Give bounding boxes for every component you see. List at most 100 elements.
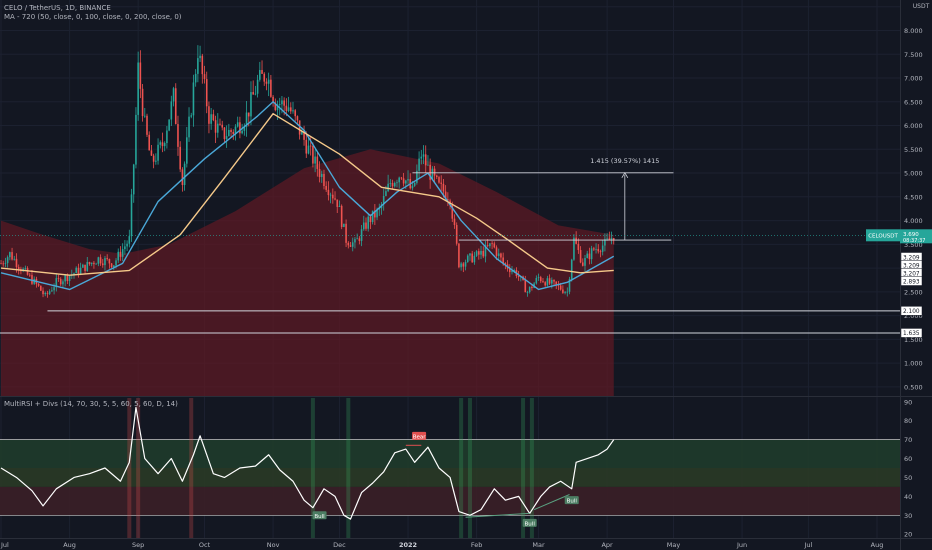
candle-body <box>398 177 400 183</box>
level-tag: 1.635 <box>903 331 920 337</box>
candle-body <box>28 274 31 276</box>
candle-body <box>148 134 151 151</box>
moving-average-lines <box>0 101 615 291</box>
candle-body <box>203 74 206 80</box>
price-axis-tick: 6.500 <box>904 98 923 106</box>
divergence-label-box <box>312 511 327 520</box>
candle-body <box>422 154 425 157</box>
candle-body <box>327 189 330 196</box>
level-tag-box <box>900 328 923 338</box>
ma-line: MA - 720 (50, close, 0, 100, close, 0, 2… <box>4 13 182 21</box>
candle-body <box>393 182 396 187</box>
candle-body <box>48 291 51 294</box>
candles[interactable] <box>0 45 615 298</box>
candle-body <box>382 195 385 205</box>
candle-body <box>356 238 358 240</box>
candle-body <box>247 112 250 117</box>
candle-body <box>24 268 27 269</box>
candle-body <box>130 194 133 237</box>
candle-body <box>139 62 142 89</box>
level-tag: 3.209 <box>903 255 920 261</box>
candle-body <box>537 277 540 279</box>
candle-body <box>40 285 42 291</box>
rsi-lower-band <box>0 486 900 516</box>
divergence-label: Bull <box>525 521 536 527</box>
candle-body <box>531 286 533 288</box>
symbol-legend[interactable]: CELO / TetherUS, 1D, BINANCE <box>4 4 113 12</box>
price-axis-tick: 2.000 <box>904 312 923 320</box>
candle-body <box>500 253 502 258</box>
candle-body <box>64 275 66 282</box>
candle-body <box>389 183 392 184</box>
ma-legend[interactable]: MA - 720 (50, close, 0, 100, close, 0, 2… <box>4 13 184 21</box>
candle-body <box>128 236 131 244</box>
candle-body <box>570 259 573 280</box>
candle-body <box>542 281 544 283</box>
rsi-legend[interactable]: MultiRSI + Divs (14, 70, 30, 5, 5, 60, 5… <box>4 400 180 408</box>
candle-body <box>197 58 199 74</box>
level-tag-box <box>900 276 923 286</box>
candle-body <box>174 88 177 125</box>
horizontal-levels[interactable] <box>0 310 900 334</box>
candle-body <box>367 216 370 229</box>
candle-body <box>376 209 378 218</box>
candle-body <box>568 279 571 292</box>
candle-body <box>387 183 389 192</box>
candle-body <box>214 120 217 133</box>
candle-body <box>309 145 312 147</box>
candle-body <box>263 73 266 82</box>
time-axis-tick: Jul <box>804 541 813 549</box>
candle-body <box>391 183 394 187</box>
measure-tool[interactable]: 1.415 (39.57%) 1415 <box>412 157 674 241</box>
candle-body <box>365 222 367 229</box>
divergence-label-box <box>564 496 579 505</box>
candle-body <box>135 114 137 165</box>
candle-body <box>396 182 398 184</box>
candle-body <box>236 122 239 127</box>
candle-body <box>475 251 478 256</box>
candle-body <box>4 263 7 264</box>
candle-body <box>115 260 117 266</box>
candle-body <box>66 275 69 282</box>
candle-body <box>431 168 434 180</box>
time-axis-tick: Apr <box>601 541 613 549</box>
candle-body <box>75 267 78 274</box>
candle-body <box>586 253 589 258</box>
candle-body <box>482 250 485 257</box>
candle-body <box>513 270 516 271</box>
time-axis-tick: Mar <box>532 541 545 549</box>
candle-body <box>265 81 268 84</box>
candle-body <box>296 116 299 121</box>
candle-body <box>484 245 487 257</box>
candle-body <box>11 252 13 260</box>
candle-body <box>316 156 319 169</box>
candle-body <box>340 205 343 227</box>
time-axis-tick: May <box>667 541 681 549</box>
candle-body <box>119 251 122 257</box>
candle-body <box>562 289 564 293</box>
candle-body <box>464 261 467 267</box>
candle-body <box>190 115 193 117</box>
candle-body <box>424 154 427 166</box>
divergence-label: Bull <box>567 499 578 505</box>
candle-body <box>444 191 447 200</box>
rsi-axis-tick: 80 <box>904 417 912 425</box>
candle-body <box>466 255 469 262</box>
rsi-highlight-strip <box>346 398 351 538</box>
candle-body <box>608 238 611 240</box>
candle-body <box>471 253 473 263</box>
candle-body <box>90 262 93 265</box>
candle-body <box>440 182 443 184</box>
price-tag-value: 3.690 <box>903 232 919 238</box>
candle-body <box>502 257 504 264</box>
candle-body <box>205 79 208 107</box>
candle-body <box>314 156 316 164</box>
candle-body <box>564 291 566 293</box>
divergence-label-box <box>522 518 537 527</box>
candle-body <box>581 262 584 266</box>
candle-body <box>584 257 586 266</box>
candle-body <box>427 164 429 166</box>
candle-body <box>495 247 498 256</box>
